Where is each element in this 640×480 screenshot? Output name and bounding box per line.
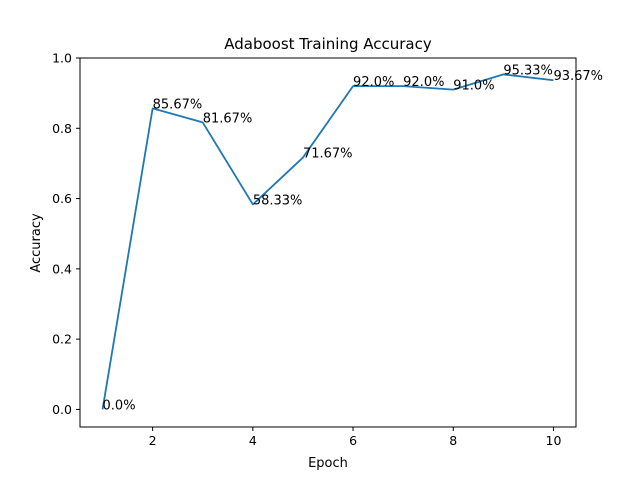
data-label: 92.0% xyxy=(403,75,444,90)
x-tick-label: 2 xyxy=(149,433,157,448)
data-label: 93.67% xyxy=(553,69,603,84)
chart-title: Adaboost Training Accuracy xyxy=(224,35,432,53)
data-label: 58.33% xyxy=(253,193,303,208)
plot-frame xyxy=(79,57,577,428)
y-tick-label: 0.4 xyxy=(52,261,72,276)
x-tick-label: 6 xyxy=(349,433,357,448)
y-tick-label: 1.0 xyxy=(52,51,72,66)
data-label: 91.0% xyxy=(453,79,494,94)
x-axis-label: Epoch xyxy=(308,456,348,471)
series-layer xyxy=(101,73,554,410)
y-axis-label: Accuracy xyxy=(29,213,44,273)
data-label: 95.33% xyxy=(503,63,553,78)
x-tick-label: 10 xyxy=(546,433,562,448)
y-tick-label: 0.2 xyxy=(52,332,72,347)
data-label: 0.0% xyxy=(103,398,136,413)
axes: 2 4 6 8 10 0.0 0.2 0.4 0.6 0.8 1.0 xyxy=(52,51,577,448)
y-tick-label: 0.0 xyxy=(52,402,72,417)
data-labels: 0.0% 85.67%81.67% 58.33% 71.67% 92.0% 92.0% 91… xyxy=(103,63,603,413)
plot-area: 2 4 6 8 10 0.0 0.2 0.4 0.6 0.8 1.0 0.0% 85.67%81.67… xyxy=(52,51,603,449)
data-label: 71.67% xyxy=(303,147,353,162)
y-tick-label: 0.8 xyxy=(52,121,72,136)
data-label: 85.67% xyxy=(153,97,203,112)
y-tick-label: 0.6 xyxy=(52,191,72,206)
x-tick-label: 8 xyxy=(449,433,457,448)
data-label: 92.0% xyxy=(353,75,394,90)
x-tick-label: 4 xyxy=(249,433,257,448)
data-label: 81.67% xyxy=(203,111,253,126)
accuracy-series-line xyxy=(101,73,554,410)
